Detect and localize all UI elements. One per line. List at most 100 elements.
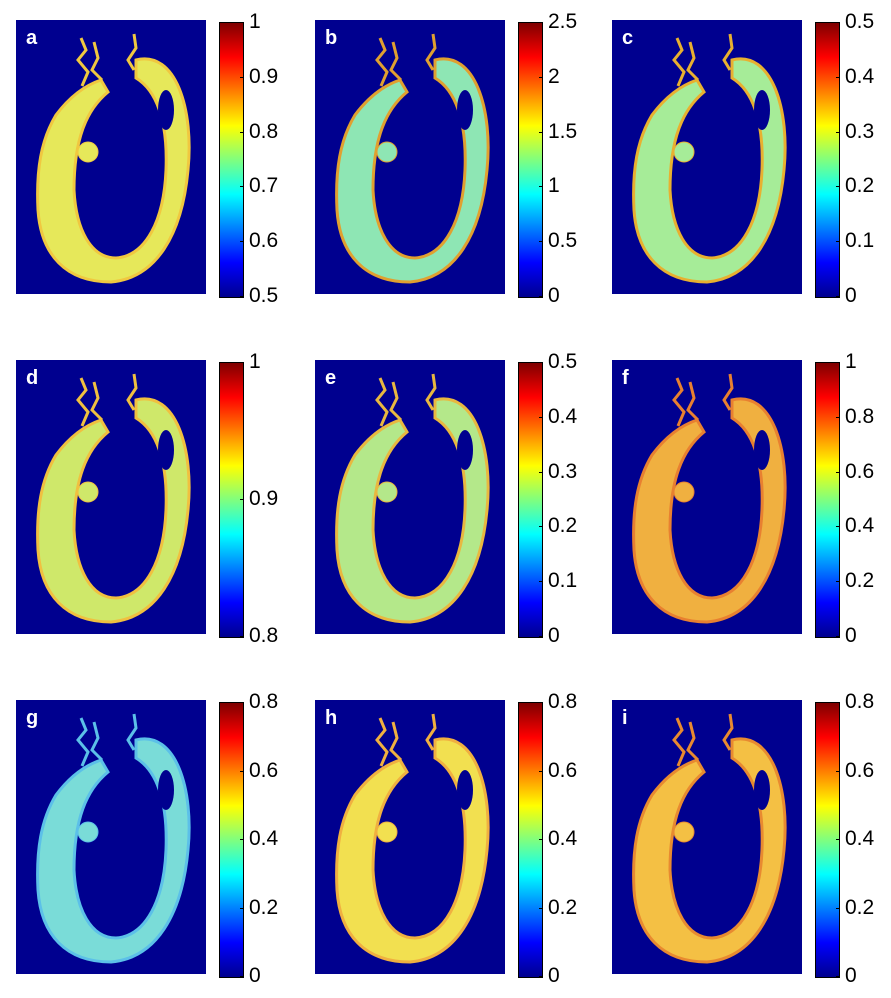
panel-label: g: [26, 707, 39, 729]
colorbar-tick-mark: [539, 839, 543, 840]
panel-label: e: [325, 367, 337, 389]
heart-shape-graphic: [335, 373, 490, 624]
colorbar-tick-mark: [539, 581, 543, 583]
vessel-fragment-shape: [425, 373, 437, 411]
colorbar-tick-mark: [539, 186, 543, 188]
colorbar-tick-mark: [539, 22, 543, 23]
papillary-blob-shape: [77, 821, 99, 843]
colorbar-tick-mark: [836, 636, 840, 637]
colorbar-tick-mark: [240, 976, 244, 977]
colorbar-tick-label: 0.7: [249, 174, 279, 198]
colorbar-tick-label: 0.3: [845, 119, 875, 143]
papillary-blob-shape: [673, 141, 695, 163]
heart-map-image: f: [612, 360, 802, 634]
colorbar-tick-mark: [539, 76, 543, 78]
colorbar-tick-label: 0.4: [548, 827, 578, 850]
colorbar-tick-mark: [539, 241, 543, 243]
colorbar-tick-label: 1: [249, 350, 261, 373]
heart-shape-graphic: [36, 33, 191, 284]
colorbar-tick-mark: [240, 362, 244, 363]
heart-shape-graphic: [632, 713, 787, 964]
panel-label: f: [622, 367, 629, 389]
chamber-gap-shape: [457, 770, 473, 810]
heart-shape-graphic: [36, 373, 191, 624]
colorbar-tick-mark: [240, 907, 244, 909]
colorbar-tick-mark: [240, 296, 244, 297]
colorbar-tick-mark: [836, 907, 840, 909]
colorbar-tick-mark: [836, 22, 840, 23]
panel-label: a: [26, 27, 38, 49]
colorbar-tick-label: 0.9: [249, 487, 279, 510]
colorbar-tick-label: 0.4: [249, 827, 279, 850]
heart-shape-graphic: [335, 713, 490, 964]
chamber-gap-shape: [457, 430, 473, 470]
colorbar-tick-label: 0.2: [548, 514, 578, 538]
colorbar-tick-mark: [240, 499, 244, 500]
colorbar-tick-label: 0.6: [249, 758, 279, 782]
colorbar-tick-label: 1.5: [548, 119, 578, 143]
ventricle-wall-shape: [36, 57, 191, 284]
colorbar-tick-mark: [539, 471, 543, 473]
chamber-gap-shape: [158, 430, 174, 470]
colorbar-tick-label: 0: [548, 624, 560, 647]
heart-map-image: a: [16, 20, 206, 294]
colorbar-tick-label: 0.6: [845, 758, 875, 782]
colorbar-tick-mark: [240, 186, 244, 188]
heart-map-image: i: [612, 700, 802, 974]
colorbar-tick-label: 0.6: [845, 459, 875, 483]
papillary-blob-shape: [376, 141, 398, 163]
colorbar-tick-label: 0: [249, 964, 261, 987]
vessel-fragment-shape: [375, 377, 403, 427]
colorbar-tick-mark: [539, 362, 543, 363]
colorbar-tick-label: 0: [845, 964, 857, 987]
vessel-fragment-shape: [76, 717, 104, 767]
colorbar: [219, 702, 244, 978]
ventricle-wall-shape: [632, 57, 787, 284]
chamber-gap-shape: [457, 90, 473, 130]
papillary-blob-shape: [376, 821, 398, 843]
heart-map-image: g: [16, 700, 206, 974]
panel-label: b: [325, 27, 338, 49]
colorbar-tick-label: 1: [845, 350, 857, 373]
heart-shape-graphic: [632, 33, 787, 284]
colorbar-tick-mark: [240, 702, 244, 703]
heart-shape-graphic: [335, 33, 490, 284]
chamber-gap-shape: [754, 770, 770, 810]
vessel-fragment-shape: [126, 713, 138, 751]
colorbar: [518, 702, 543, 978]
vessel-fragment-shape: [672, 377, 700, 427]
heart-map-image: b: [315, 20, 505, 294]
heart-map-image: e: [315, 360, 505, 634]
colorbar: [815, 702, 840, 978]
colorbar-tick-label: 0.4: [845, 514, 875, 538]
colorbar-tick-mark: [240, 636, 244, 637]
ventricle-wall-shape: [36, 397, 191, 624]
colorbar-tick-mark: [836, 839, 840, 840]
ventricle-wall-shape: [632, 397, 787, 624]
colorbar-tick-label: 0.3: [548, 459, 578, 483]
heart-map-image: d: [16, 360, 206, 634]
vessel-fragment-shape: [126, 33, 138, 71]
vessel-fragment-shape: [375, 717, 403, 767]
papillary-blob-shape: [673, 481, 695, 503]
ventricle-wall-shape: [335, 57, 490, 284]
colorbar: [815, 362, 840, 638]
panel-a: a 1 0.9 0.8 0.7 0.6 0.5: [16, 11, 306, 310]
colorbar-tick-mark: [240, 770, 244, 772]
colorbar-tick-mark: [836, 186, 840, 188]
vessel-fragment-shape: [722, 713, 734, 751]
panel-b: b 2.5 2 1.5 1 0.5 0: [315, 11, 605, 310]
ventricle-wall-shape: [632, 737, 787, 964]
colorbar-tick-label: 0.4: [845, 64, 875, 88]
colorbar-tick-mark: [836, 526, 840, 528]
colorbar-tick-label: 0.2: [845, 569, 875, 593]
vessel-fragment-shape: [425, 713, 437, 751]
chamber-gap-shape: [754, 90, 770, 130]
colorbar: [219, 362, 244, 638]
vessel-fragment-shape: [672, 717, 700, 767]
colorbar: [518, 362, 543, 638]
papillary-blob-shape: [77, 141, 99, 163]
vessel-fragment-shape: [722, 373, 734, 411]
vessel-fragment-shape: [722, 33, 734, 71]
vessel-fragment-shape: [425, 33, 437, 71]
